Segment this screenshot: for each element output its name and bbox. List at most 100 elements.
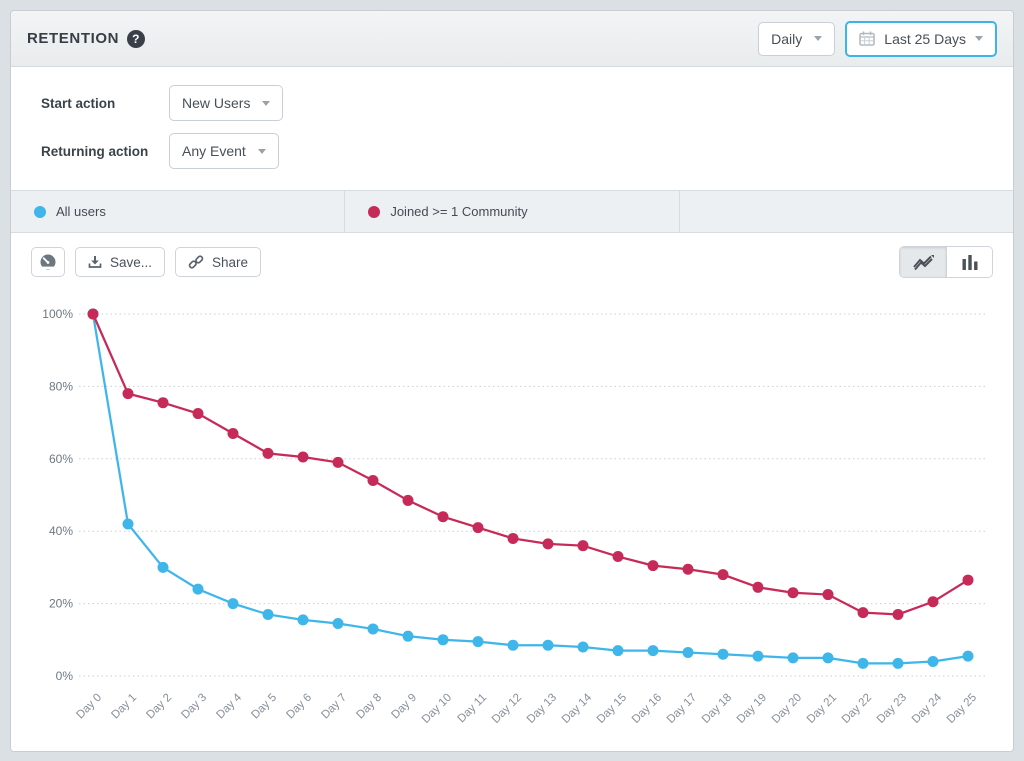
data-point[interactable] <box>612 645 624 657</box>
y-axis-tick-label: 80% <box>49 379 73 393</box>
data-point[interactable] <box>892 657 904 669</box>
data-point[interactable] <box>122 388 134 400</box>
x-axis-tick-label: Day 25 <box>945 692 979 726</box>
data-point[interactable] <box>962 650 974 662</box>
data-point[interactable] <box>297 614 309 626</box>
page-title-text: RETENTION <box>27 30 120 47</box>
data-point[interactable] <box>927 656 939 668</box>
x-axis-tick-label: Day 11 <box>455 692 489 726</box>
data-point[interactable] <box>472 522 484 534</box>
x-axis-tick-label: Day 18 <box>700 692 734 726</box>
share-button[interactable]: Share <box>175 247 262 277</box>
x-axis-tick-label: Day 12 <box>490 692 524 726</box>
data-point[interactable] <box>297 451 309 463</box>
header-controls: Daily Last 25 Days <box>758 20 997 57</box>
granularity-dropdown[interactable]: Daily <box>758 21 836 56</box>
legend-tab-empty[interactable] <box>680 191 1013 232</box>
chart-toolbar: Save... Share <box>11 233 1013 291</box>
x-axis-tick-label: Day 10 <box>420 692 454 726</box>
data-point[interactable] <box>857 657 869 669</box>
line-chart-icon <box>913 255 934 270</box>
x-axis-tick-label: Day 20 <box>770 692 804 726</box>
data-point[interactable] <box>192 408 204 420</box>
data-point[interactable] <box>332 456 344 468</box>
data-point[interactable] <box>717 648 729 660</box>
data-point[interactable] <box>577 641 589 653</box>
data-point[interactable] <box>682 563 694 575</box>
data-point[interactable] <box>647 645 659 657</box>
x-axis-tick-label: Day 8 <box>354 692 384 722</box>
data-point[interactable] <box>402 630 414 642</box>
data-point[interactable] <box>507 639 519 651</box>
series-line <box>91 313 969 665</box>
data-point[interactable] <box>892 608 904 620</box>
x-axis-tick-label: Day 19 <box>735 692 769 726</box>
data-point[interactable] <box>752 650 764 662</box>
returning-action-label: Returning action <box>41 143 149 159</box>
x-axis-tick-label: Day 1 <box>109 692 139 722</box>
data-point[interactable] <box>542 639 554 651</box>
bar-chart-toggle-button[interactable] <box>946 247 992 277</box>
legend-label: All users <box>56 204 106 219</box>
x-axis-tick-label: Day 15 <box>595 692 629 726</box>
returning-action-value: Any Event <box>182 143 246 159</box>
data-point[interactable] <box>122 518 134 530</box>
data-point[interactable] <box>507 532 519 544</box>
line-chart-toggle-button[interactable] <box>900 247 946 277</box>
x-axis-tick-label: Day 24 <box>910 691 945 726</box>
retention-chart-area: 100% 80% 60% 40% 20% 0% Day 0 Day 1 Day 2 Day 3 Da… <box>11 291 1013 751</box>
data-point[interactable] <box>402 494 414 506</box>
start-action-dropdown[interactable]: New Users <box>169 85 284 121</box>
y-axis-tick-label: 20% <box>49 597 73 611</box>
x-axis-tick-label: Day 23 <box>875 692 909 726</box>
x-axis-tick-label: Day 5 <box>249 692 279 722</box>
date-range-dropdown[interactable]: Last 25 Days <box>845 20 997 57</box>
help-icon[interactable]: ? <box>127 29 146 48</box>
data-point[interactable] <box>157 397 169 409</box>
add-to-dashboard-button[interactable] <box>31 247 65 277</box>
data-point[interactable] <box>472 636 484 648</box>
data-point[interactable] <box>367 623 379 635</box>
data-point[interactable] <box>577 540 589 552</box>
data-point[interactable] <box>542 538 554 550</box>
bar-chart-icon <box>962 255 977 270</box>
y-axis-tick-label: 40% <box>49 524 73 538</box>
data-point[interactable] <box>437 511 449 523</box>
retention-chart-svg: 100%80%60%40%20%0%Day 0 Day 1 Day 2 Day 3 Da… <box>42 307 986 726</box>
share-button-label: Share <box>212 254 249 270</box>
data-point[interactable] <box>962 574 974 586</box>
data-point[interactable] <box>612 551 624 563</box>
data-point[interactable] <box>227 427 239 439</box>
data-point[interactable] <box>752 581 764 593</box>
data-point[interactable] <box>157 561 169 573</box>
data-point[interactable] <box>367 475 379 487</box>
data-point[interactable] <box>787 652 799 664</box>
data-point[interactable] <box>857 607 869 619</box>
data-point[interactable] <box>927 596 939 608</box>
x-axis-tick-label: Day 4 <box>214 691 244 721</box>
data-point[interactable] <box>717 569 729 581</box>
calendar-icon <box>859 31 876 46</box>
data-point[interactable] <box>787 587 799 599</box>
legend-tab-all-users[interactable]: All users <box>11 191 346 232</box>
data-point[interactable] <box>647 560 659 572</box>
data-point[interactable] <box>332 618 344 630</box>
data-point[interactable] <box>822 652 834 664</box>
returning-action-dropdown[interactable]: Any Event <box>169 133 279 169</box>
data-point[interactable] <box>227 598 239 610</box>
chevron-down-icon <box>975 36 983 41</box>
legend-tab-joined-community[interactable]: Joined >= 1 Community <box>345 191 680 232</box>
chevron-down-icon <box>814 36 823 41</box>
data-point[interactable] <box>682 646 694 658</box>
series-color-dot <box>34 205 46 218</box>
action-settings: Start action New Users Returning action … <box>11 67 1013 190</box>
data-point[interactable] <box>262 447 274 459</box>
data-point[interactable] <box>822 589 834 601</box>
x-axis-tick-label: Day 22 <box>840 692 874 726</box>
data-point[interactable] <box>192 583 204 595</box>
data-point[interactable] <box>437 634 449 646</box>
data-point[interactable] <box>262 608 274 620</box>
x-axis-tick-label: Day 7 <box>319 692 349 722</box>
save-button[interactable]: Save... <box>75 247 166 277</box>
data-point[interactable] <box>87 308 99 320</box>
